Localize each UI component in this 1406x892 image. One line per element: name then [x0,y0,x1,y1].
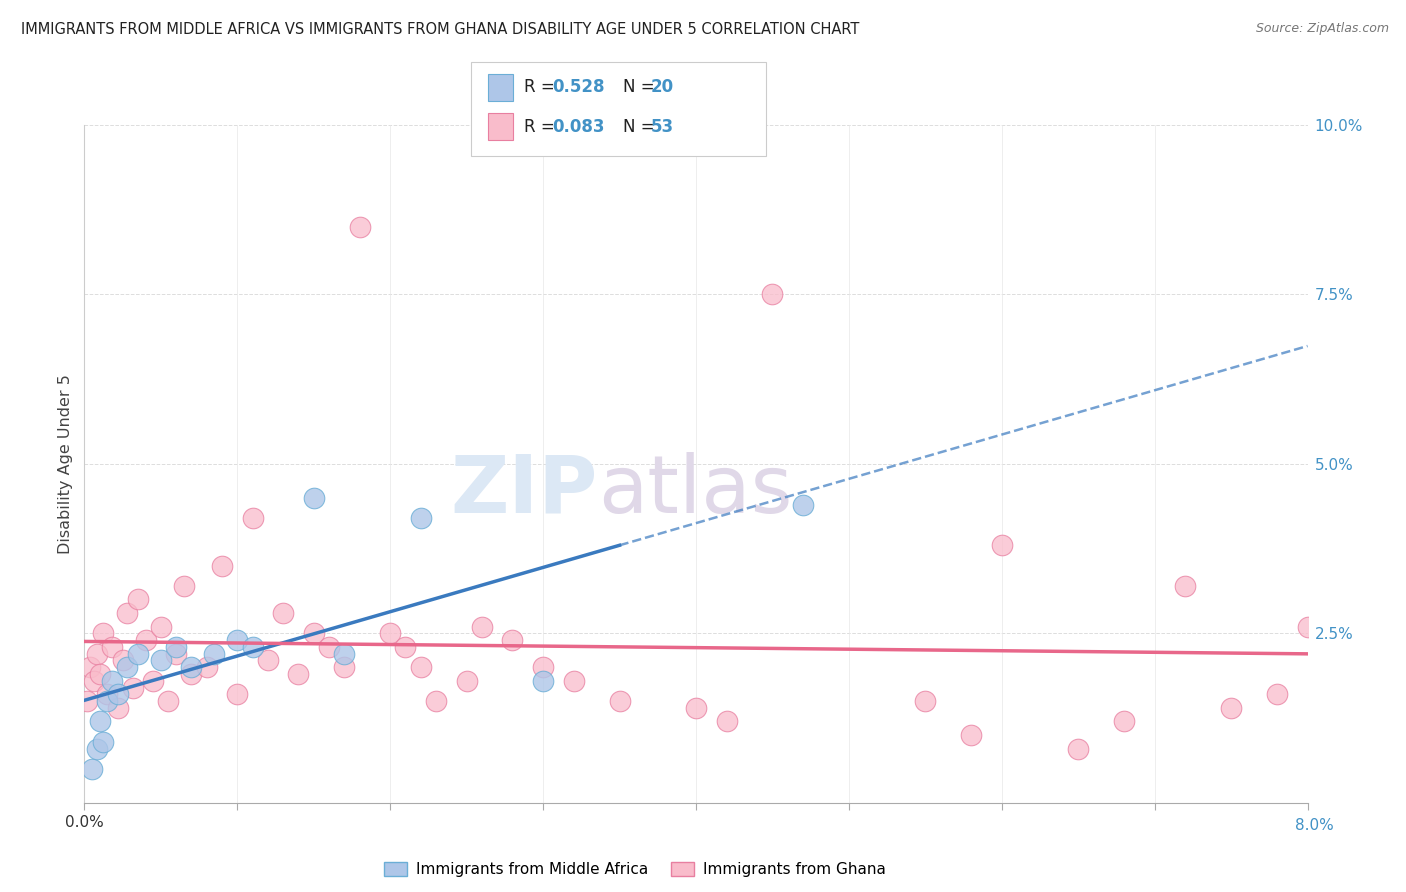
Point [1067,741,1090,756]
Point [149,653,172,667]
Point [86,647,108,661]
Point [685,701,707,715]
Point [122,681,145,695]
Point [1220,701,1243,715]
Point [425,694,447,708]
Text: N =: N = [623,118,659,136]
Point [83,673,105,688]
Point [333,647,356,661]
Point [409,660,432,674]
Point [96,694,118,708]
Legend: Immigrants from Middle Africa, Immigrants from Ghana: Immigrants from Middle Africa, Immigrant… [378,856,891,883]
Point [1114,714,1136,729]
Text: 8.0%: 8.0% [1295,818,1334,832]
Point [91,626,114,640]
Point [76,694,98,708]
Point [211,558,233,573]
Text: 53: 53 [651,118,673,136]
Point [96,687,118,701]
Point [349,219,371,234]
Point [89,714,111,729]
Point [792,498,814,512]
Point [1296,619,1319,633]
Point [107,687,129,701]
Point [226,687,249,701]
Point [127,592,149,607]
Point [1174,579,1197,593]
Point [409,511,432,525]
Point [101,673,124,688]
Point [394,640,416,654]
Point [761,287,783,301]
Point [149,619,172,633]
Point [195,660,218,674]
Point [115,606,138,620]
Point [173,579,195,593]
Point [502,633,524,648]
Text: 0.528: 0.528 [553,78,605,96]
Y-axis label: Disability Age Under 5: Disability Age Under 5 [58,374,73,554]
Text: R =: R = [524,78,561,96]
Point [135,633,157,648]
Point [991,538,1014,552]
Point [562,673,585,688]
Text: atlas: atlas [598,452,793,530]
Point [302,491,325,505]
Point [165,647,187,661]
Text: R =: R = [524,118,561,136]
Point [89,667,111,681]
Point [716,714,738,729]
Point [302,626,325,640]
Point [165,640,187,654]
Point [111,653,134,667]
Text: Source: ZipAtlas.com: Source: ZipAtlas.com [1256,22,1389,36]
Point [531,660,554,674]
Point [960,728,983,742]
Text: N =: N = [623,78,659,96]
Text: IMMIGRANTS FROM MIDDLE AFRICA VS IMMIGRANTS FROM GHANA DISABILITY AGE UNDER 5 CO: IMMIGRANTS FROM MIDDLE AFRICA VS IMMIGRA… [21,22,859,37]
Point [242,511,264,525]
Text: ZIP: ZIP [451,452,598,530]
Point [456,673,478,688]
Point [91,735,114,749]
Point [914,694,936,708]
Point [531,673,554,688]
Point [242,640,264,654]
Point [257,653,280,667]
Text: 20: 20 [651,78,673,96]
Point [157,694,180,708]
Point [115,660,138,674]
Point [380,626,402,640]
Point [202,647,225,661]
Point [79,660,101,674]
Point [226,633,249,648]
Point [609,694,631,708]
Point [471,619,494,633]
Point [107,701,129,715]
Point [333,660,356,674]
Text: 0.083: 0.083 [553,118,605,136]
Point [127,647,149,661]
Point [271,606,294,620]
Point [287,667,309,681]
Point [86,741,108,756]
Point [101,640,124,654]
Point [80,762,103,776]
Point [180,660,202,674]
Point [180,667,202,681]
Point [142,673,165,688]
Point [318,640,340,654]
Point [1265,687,1288,701]
